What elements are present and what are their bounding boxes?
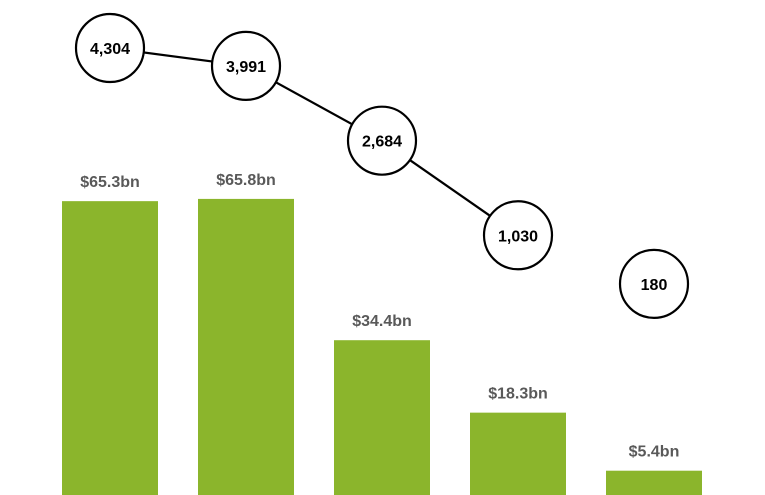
bar-1 <box>62 201 158 495</box>
bubble-4 <box>482 200 554 271</box>
bubble-3 <box>346 105 418 176</box>
bubble-value-label-4: 1,030 <box>498 228 538 245</box>
bar-2 <box>198 198 294 495</box>
bar-labels-layer: $65.3bn $65.8bn $34.4bn $18.3bn $5.4bn <box>80 172 679 461</box>
bar-value-label-3: $34.4bn <box>352 313 412 330</box>
bubbles-layer: 4,304 3,991 2,684 1,030 180 <box>74 12 690 319</box>
bubble-value-label-5: 180 <box>641 277 668 294</box>
line-segments-layer <box>109 46 519 237</box>
bubble-5 <box>618 248 690 319</box>
bubble-value-label-2: 3,991 <box>226 59 266 76</box>
bars-layer <box>62 198 702 495</box>
bar-value-label-1: $65.3bn <box>80 174 140 191</box>
bubble-value-label-1: 4,304 <box>90 41 130 58</box>
bar-value-label-2: $65.8bn <box>216 172 276 189</box>
bar-3 <box>334 340 430 495</box>
bar-value-label-4: $18.3bn <box>488 386 548 403</box>
bar-4 <box>470 412 566 495</box>
bubble-1 <box>74 12 146 84</box>
bubble-value-label-3: 2,684 <box>362 134 402 151</box>
bar-5 <box>606 470 702 495</box>
bubble-2 <box>210 30 282 102</box>
bar-value-label-5: $5.4bn <box>629 444 680 461</box>
